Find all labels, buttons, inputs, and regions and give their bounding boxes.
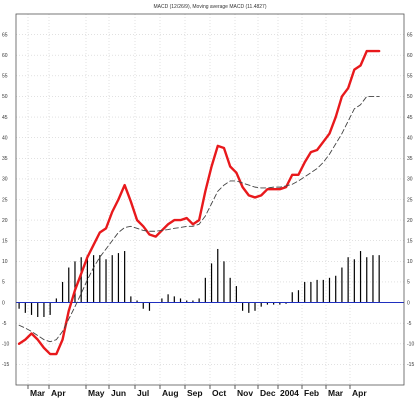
signal-line xyxy=(18,95,380,343)
x-tick-label: Apr xyxy=(51,388,66,398)
y-tick-label-left: 25 xyxy=(2,197,8,203)
y-tick-label-left: 5 xyxy=(2,280,5,286)
y-tick-label-right: 10 xyxy=(407,259,413,265)
y-tick-label-left: 60 xyxy=(2,53,8,59)
y-tick-label-left: 20 xyxy=(2,218,8,224)
y-tick-label-left: 15 xyxy=(2,239,8,245)
y-tick-label-left: 65 xyxy=(2,32,8,38)
x-tick-label: Jun xyxy=(111,388,126,398)
chart-title: MACD (12/26/9), Moving average MACD (11.… xyxy=(153,4,266,10)
y-tick-label-left: 50 xyxy=(2,94,8,100)
y-tick-label-right: 5 xyxy=(407,280,410,286)
x-tick-label: Apr xyxy=(352,388,367,398)
y-tick-label-right: 35 xyxy=(407,156,413,162)
y-tick-label-right: 60 xyxy=(407,53,413,59)
y-tick-label-right: 0 xyxy=(407,300,410,306)
y-tick-label-right: 65 xyxy=(407,32,413,38)
x-tick-label: Mar xyxy=(30,388,46,398)
y-tick-label-right: 40 xyxy=(407,135,413,141)
x-tick-label: May xyxy=(88,388,105,398)
y-tick-label-right: -15 xyxy=(407,362,414,368)
y-tick-label-left: 45 xyxy=(2,115,8,121)
x-tick-label: Feb xyxy=(304,388,319,398)
y-tick-label-right: -5 xyxy=(407,321,412,327)
y-tick-label-left: 55 xyxy=(2,74,8,80)
x-tick-label: Dec xyxy=(260,388,276,398)
y-tick-label-left: -5 xyxy=(2,321,7,327)
y-tick-label-left: 40 xyxy=(2,135,8,141)
x-tick-label: Oct xyxy=(212,388,226,398)
lines-layer xyxy=(17,49,381,356)
y-tick-label-left: -15 xyxy=(2,362,9,368)
y-tick-label-right: 30 xyxy=(407,177,413,183)
y-tick-label-left: 35 xyxy=(2,156,8,162)
y-tick-label-right: 45 xyxy=(407,115,413,121)
y-tick-label-left: -10 xyxy=(2,342,9,348)
grid-layer xyxy=(16,14,404,385)
x-tick-label: Mar xyxy=(328,388,344,398)
x-tick-label: Sep xyxy=(187,388,203,398)
plot-border xyxy=(15,13,405,386)
macd-line xyxy=(17,49,381,356)
y-tick-label-right: 50 xyxy=(407,94,413,100)
y-tick-label-right: 25 xyxy=(407,197,413,203)
y-tick-label-left: 10 xyxy=(2,259,8,265)
y-tick-label-right: 55 xyxy=(407,74,413,80)
y-tick-label-right: 20 xyxy=(407,218,413,224)
x-tick-label: Nov xyxy=(237,388,253,398)
x-tick-label: 2004 xyxy=(280,388,299,398)
y-tick-label-right: -10 xyxy=(407,342,414,348)
x-tick-label: Aug xyxy=(162,388,179,398)
y-tick-label-left: 0 xyxy=(2,300,5,306)
y-tick-label-right: 15 xyxy=(407,239,413,245)
histogram-layer xyxy=(18,248,380,317)
y-tick-label-left: 30 xyxy=(2,177,8,183)
x-tick-label: Jul xyxy=(137,388,149,398)
